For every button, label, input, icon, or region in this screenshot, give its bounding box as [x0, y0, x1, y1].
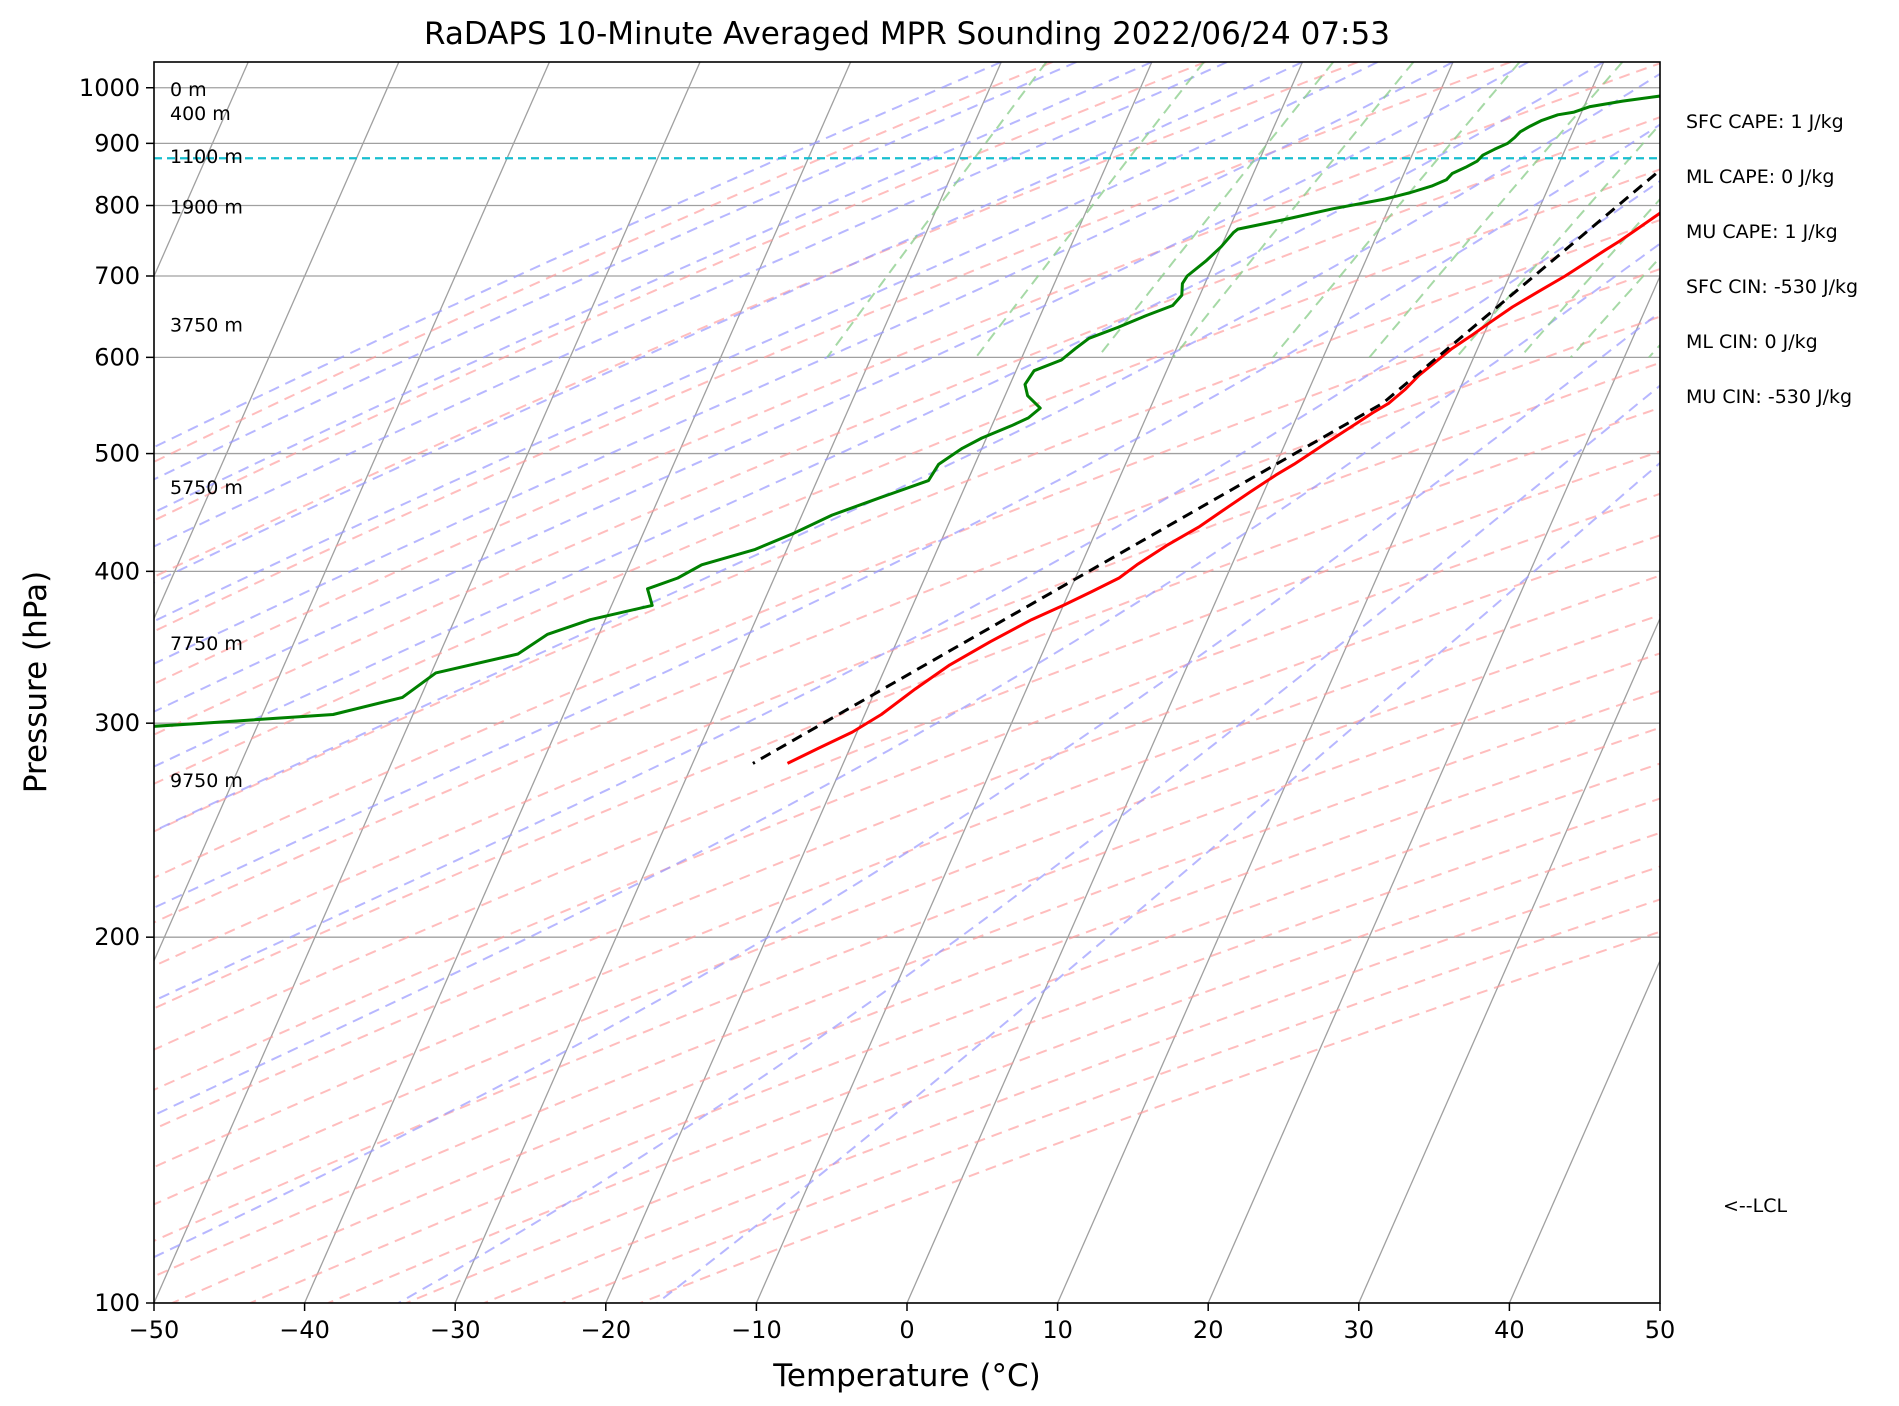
isotherm-line — [605, 62, 1153, 1303]
moist-adiabat-line — [154, 62, 1303, 584]
height-label: 0 m — [170, 79, 207, 101]
mixing-ratio-line — [1368, 62, 1624, 359]
x-tick-label: 30 — [1344, 1316, 1375, 1344]
dry-adiabat-line — [154, 361, 1660, 968]
isotherm-line — [154, 62, 249, 278]
mixing-ratio-line — [826, 62, 1048, 358]
moist-adiabat-line — [398, 384, 1660, 1303]
moist-adiabat-line — [154, 62, 1077, 481]
x-tick-label: 10 — [1042, 1316, 1073, 1344]
dry-adiabat-line — [154, 116, 1660, 736]
dry-adiabat-line — [154, 168, 1660, 785]
height-label: 7750 m — [170, 633, 243, 655]
x-tick-label: −30 — [430, 1316, 481, 1344]
isotherm-line — [1358, 616, 1660, 1303]
y-tick-label: 800 — [94, 192, 140, 220]
dewpoint-line — [154, 94, 1660, 728]
x-axis: −50 −40 −30 −20 −10 0 10 20 30 40 50 — [129, 1303, 1676, 1344]
moist-adiabat-line — [154, 62, 1228, 548]
background-lines — [154, 62, 1660, 1303]
stability-annotation: MU CIN: -530 J/kg — [1686, 386, 1852, 408]
height-label: 1100 m — [170, 146, 243, 168]
y-tick-label: 300 — [94, 709, 140, 737]
x-tick-label: −50 — [129, 1316, 180, 1344]
dry-adiabat-line — [154, 406, 1660, 1010]
isotherm-line — [1508, 959, 1660, 1303]
moist-adiabat-line — [154, 123, 1660, 909]
dry-adiabat-line — [154, 62, 1206, 522]
isotherm-line — [906, 62, 1454, 1303]
y-axis-label: Pressure (hPa) — [18, 571, 54, 793]
x-tick-label: −20 — [580, 1316, 631, 1344]
moist-adiabat-line — [154, 62, 1379, 623]
y-tick-label: 500 — [94, 440, 140, 468]
chart-title: RaDAPS 10-Minute Averaged MPR Sounding 2… — [424, 16, 1390, 52]
y-axis: 1000 900 800 700 600 500 400 300 200 100 — [79, 74, 154, 1317]
isotherm-line — [454, 62, 1002, 1303]
dry-adiabat-line — [154, 267, 1660, 879]
height-label: 400 m — [170, 103, 231, 125]
y-tick-label: 600 — [94, 343, 140, 371]
moist-adiabat-line — [154, 62, 1454, 665]
dry-adiabat-line — [171, 726, 1660, 1303]
stability-annotation: SFC CIN: -530 J/kg — [1686, 276, 1858, 298]
lcl-label: <--LCL — [1723, 1195, 1787, 1217]
y-tick-label: 400 — [94, 557, 140, 585]
mixing-ratio-line — [1172, 62, 1415, 359]
y-tick-label: 700 — [94, 262, 140, 290]
moist-adiabat-line — [656, 461, 1660, 1303]
mixing-ratio-line — [1519, 197, 1660, 359]
stability-annotations: SFC CAPE: 1 J/kg ML CAPE: 0 J/kg MU CAPE: … — [1686, 111, 1858, 408]
sounding-lines — [154, 94, 1660, 765]
stability-annotation: MU CAPE: 1 J/kg — [1686, 221, 1838, 243]
y-tick-label: 100 — [94, 1289, 140, 1317]
isotherm-line — [1057, 62, 1605, 1303]
mixing-ratio-line — [1569, 255, 1660, 359]
isotherm-line — [1207, 274, 1660, 1303]
mixing-ratio-line — [975, 62, 1205, 359]
moist-adiabat-line — [154, 62, 1002, 449]
height-label: 1900 m — [170, 197, 243, 219]
y-tick-label: 900 — [94, 129, 140, 157]
isotherm-line — [154, 62, 551, 963]
dry-adiabat-line — [154, 62, 1512, 633]
stability-annotation: SFC CAPE: 1 J/kg — [1686, 111, 1844, 133]
mixing-ratio-line — [1097, 62, 1334, 359]
parcel-path-line — [752, 168, 1660, 765]
y-tick-label: 200 — [94, 923, 140, 951]
mixing-ratio-line — [1272, 62, 1521, 359]
dry-adiabat-line — [249, 762, 1660, 1303]
height-label: 9750 m — [170, 770, 243, 792]
stability-annotation: ML CIN: 0 J/kg — [1686, 331, 1818, 353]
dry-adiabat-line — [154, 652, 1660, 1242]
moist-adiabat-line — [154, 242, 1660, 1117]
x-tick-label: 50 — [1645, 1316, 1676, 1344]
dry-adiabat-line — [154, 62, 1053, 463]
x-tick-label: 20 — [1193, 1316, 1224, 1344]
isotherm-line — [154, 62, 400, 621]
x-axis-label: Temperature (°C) — [772, 1358, 1041, 1394]
dry-adiabat-line — [154, 492, 1660, 1091]
dry-adiabat-line — [154, 534, 1660, 1131]
moist-adiabat-line — [154, 62, 1153, 514]
stability-annotation: ML CAPE: 0 J/kg — [1686, 166, 1834, 188]
x-tick-label: −10 — [731, 1316, 782, 1344]
isotherm-line — [154, 62, 701, 1303]
moist-adiabat-line — [154, 62, 1529, 713]
x-tick-label: 40 — [1494, 1316, 1525, 1344]
dry-adiabat-line — [154, 315, 1660, 924]
height-label: 3750 m — [170, 314, 243, 336]
isotherm-line — [755, 62, 1304, 1303]
height-label: 5750 m — [170, 477, 243, 499]
x-tick-label: 0 — [899, 1316, 914, 1344]
dry-adiabat-line — [154, 62, 1660, 685]
moist-adiabat-line — [154, 72, 1660, 833]
y-tick-label: 1000 — [79, 74, 140, 102]
temperature-line — [786, 211, 1660, 765]
x-tick-label: −40 — [279, 1316, 330, 1344]
moist-adiabat-line — [154, 179, 1660, 1002]
